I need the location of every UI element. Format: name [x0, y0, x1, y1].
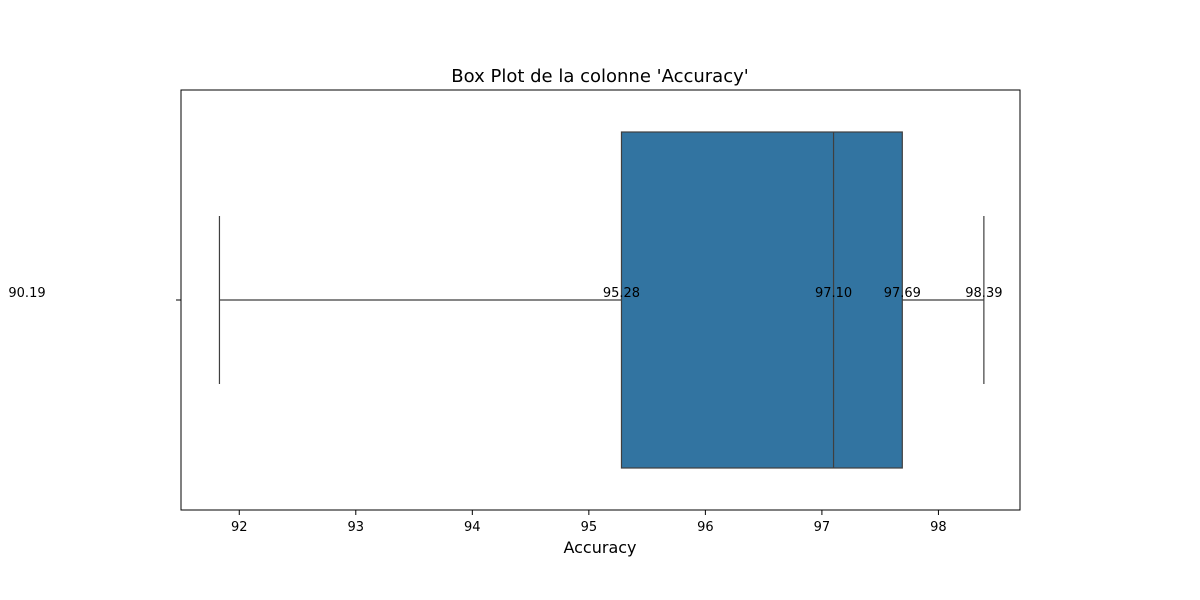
- annotations: 90.19 95.28 97.10 97.69 98.39: [8, 286, 1002, 301]
- iqr-box: [620, 131, 903, 469]
- value-annotation: 97.69: [884, 286, 921, 301]
- value-annotation: 98.39: [965, 286, 1002, 301]
- x-tick-label: 92: [231, 520, 248, 535]
- x-tick-label: 95: [581, 520, 598, 535]
- x-tick-label: 93: [348, 520, 365, 535]
- value-annotation: 97.10: [815, 286, 852, 301]
- chart-title: Box Plot de la colonne 'Accuracy': [451, 66, 748, 87]
- x-axis-ticks: 92 93 94 95 96 97 98: [231, 510, 947, 535]
- x-tick-label: 98: [930, 520, 947, 535]
- value-annotation: 90.19: [8, 286, 45, 301]
- x-tick-label: 96: [697, 520, 714, 535]
- box-group: [218, 131, 985, 469]
- value-annotation: 95.28: [603, 286, 640, 301]
- x-tick-label: 97: [814, 520, 831, 535]
- x-tick-label: 94: [464, 520, 481, 535]
- x-axis-label: Accuracy: [563, 538, 636, 557]
